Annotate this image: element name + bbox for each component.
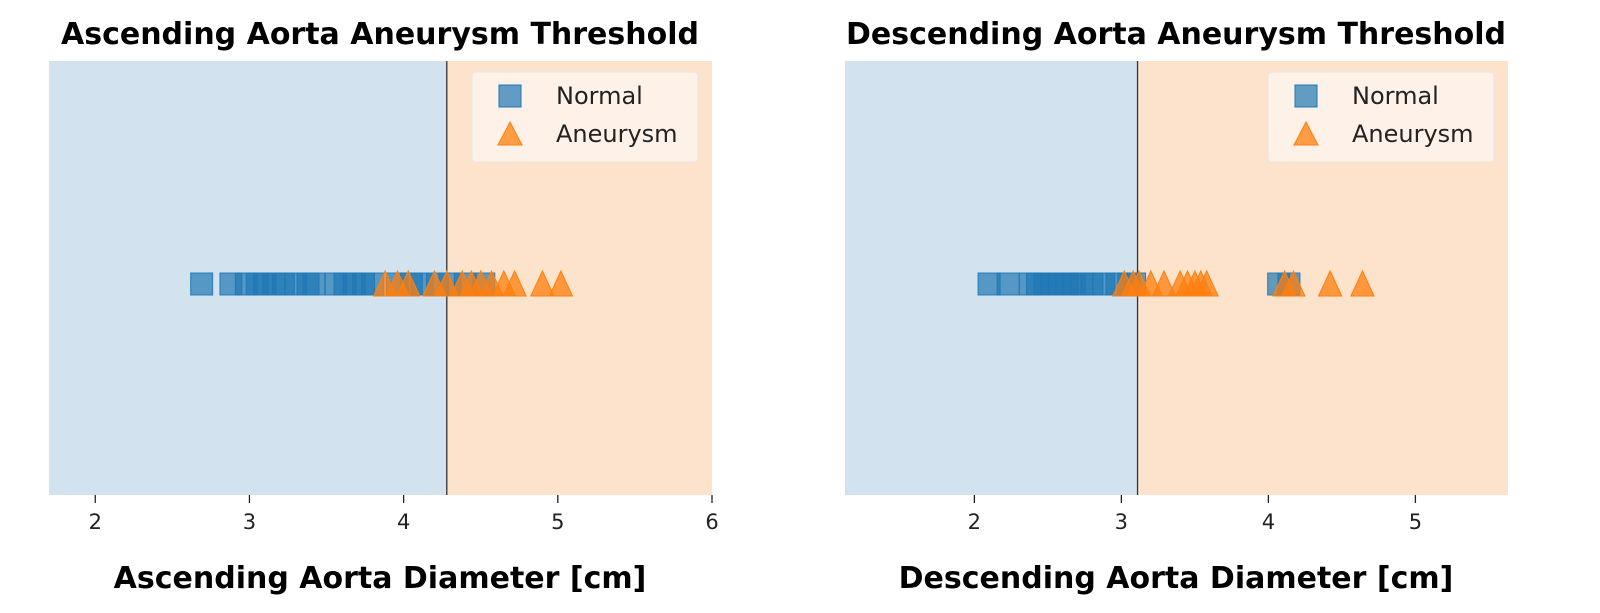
legend-square-marker	[498, 84, 522, 108]
x-tick-label: 2	[968, 510, 981, 534]
ascending-series-aneurysm	[372, 269, 574, 297]
x-tick-label: 4	[1262, 510, 1275, 534]
x-tick-label: 5	[551, 510, 564, 534]
data-point-square	[302, 272, 326, 296]
ascending-chart-title: Ascending Aorta Aneurysm Threshold	[61, 17, 699, 52]
x-tick-label: 3	[243, 510, 256, 534]
data-point-square	[996, 272, 1020, 296]
data-point-triangle	[434, 269, 460, 297]
x-tick-label: 5	[1409, 510, 1422, 534]
ascending-legend: Normal Aneurysm	[471, 71, 699, 163]
data-point-triangle	[530, 269, 555, 297]
legend-triangle-marker	[1293, 120, 1319, 146]
x-tick-label: 2	[89, 510, 102, 534]
data-point-triangle	[1151, 269, 1177, 297]
x-tick-label: 3	[1115, 510, 1128, 534]
data-point-square	[190, 272, 214, 296]
descending-aorta-panel: Descending Aorta Aneurysm Threshold Desc…	[845, 17, 1508, 596]
legend-label: Aneurysm	[1352, 120, 1474, 148]
descending-x-axis-label: Descending Aorta Diameter [cm]	[899, 561, 1454, 596]
legend-label: Normal	[556, 82, 643, 110]
legend-label: Aneurysm	[556, 120, 678, 148]
ascending-aorta-panel: Ascending Aorta Aneurysm Threshold Ascen…	[49, 17, 719, 596]
legend-square-marker	[1294, 84, 1318, 108]
data-point-triangle	[1350, 269, 1375, 297]
data-point-triangle	[502, 269, 527, 297]
ascending-x-axis-label: Ascending Aorta Diameter [cm]	[114, 561, 647, 596]
legend-triangle-marker	[497, 120, 523, 146]
x-tick-label: 4	[397, 510, 410, 534]
legend-box	[1267, 71, 1495, 163]
descending-series-aneurysm	[1111, 269, 1375, 297]
data-point-triangle	[395, 269, 421, 297]
data-point-triangle	[548, 269, 574, 297]
descending-chart-title: Descending Aorta Aneurysm Threshold	[846, 17, 1506, 52]
legend-label: Normal	[1352, 82, 1439, 110]
descending-legend: Normal Aneurysm	[1267, 71, 1495, 163]
data-point-triangle	[1317, 269, 1343, 297]
data-point-triangle	[1281, 269, 1306, 297]
descending-x-axis: 2 3 4 5	[968, 495, 1422, 534]
x-tick-label: 6	[705, 510, 718, 534]
ascending-x-axis: 2 3 4 5 6	[89, 495, 719, 534]
legend-box	[471, 71, 699, 163]
data-point-triangle	[1194, 269, 1219, 297]
